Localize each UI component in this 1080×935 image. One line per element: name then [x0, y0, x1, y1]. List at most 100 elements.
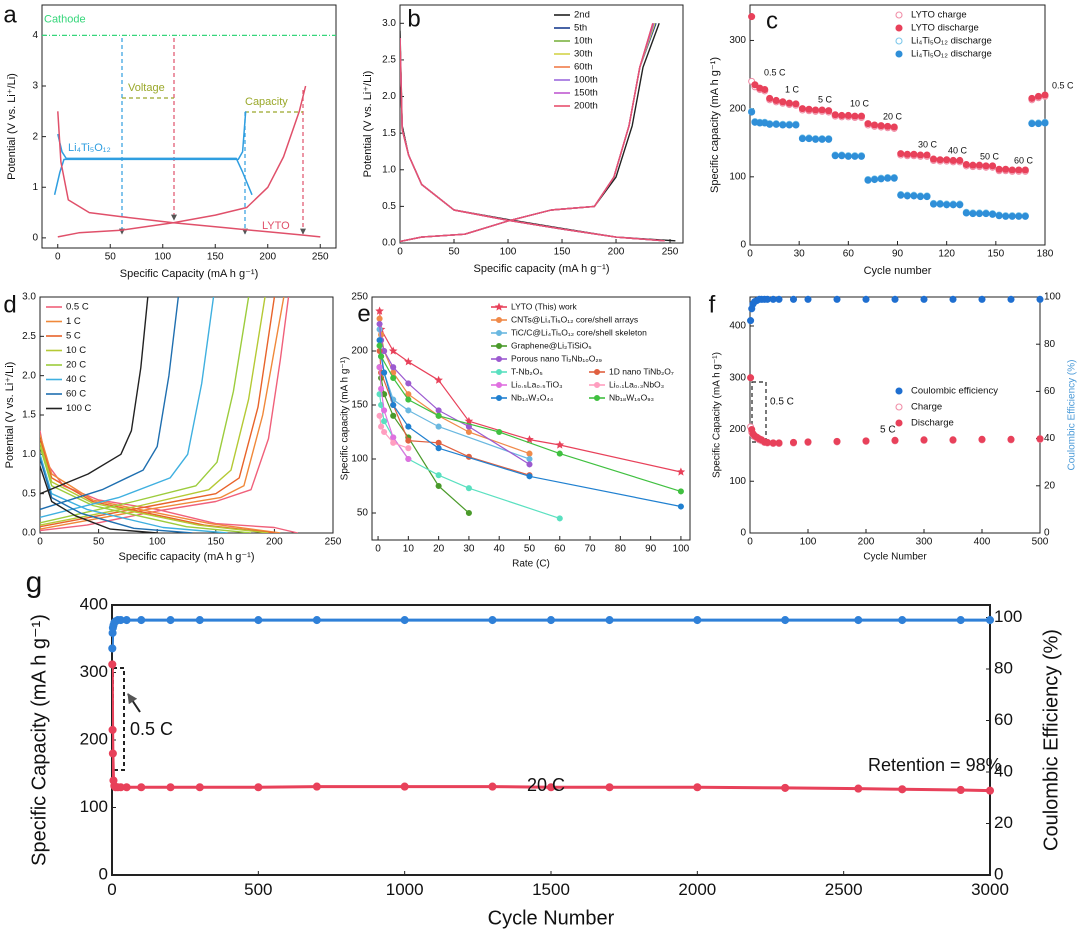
- data-point: [956, 616, 965, 625]
- y2-tick-label: 0: [1044, 528, 1050, 539]
- data-point: [805, 135, 813, 143]
- data-point: [995, 212, 1003, 220]
- legend-label: Charge: [911, 402, 942, 413]
- x-tick-label: 300: [916, 537, 933, 548]
- data-point: [763, 438, 771, 446]
- data-point: [1041, 91, 1049, 99]
- data-point: [376, 337, 383, 344]
- legend-marker: [495, 368, 503, 376]
- series-line: [400, 23, 676, 243]
- data-point: [435, 445, 442, 452]
- data-point: [748, 108, 756, 116]
- data-point: [556, 450, 563, 457]
- series-line: [40, 297, 285, 533]
- data-point: [838, 152, 846, 160]
- y-tick-label: 0.0: [22, 528, 36, 539]
- data-point: [405, 445, 412, 452]
- series-line: [400, 23, 665, 243]
- y-tick-label: 200: [729, 103, 746, 114]
- data-point: [381, 418, 388, 425]
- series-line: [379, 323, 530, 465]
- data-point: [195, 783, 204, 792]
- data-point: [936, 200, 944, 208]
- annotation: 0.5 C: [770, 397, 794, 408]
- x-tick-label: 50: [524, 544, 536, 555]
- series-line: [400, 23, 665, 243]
- data-point: [864, 176, 872, 184]
- data-point: [747, 374, 755, 382]
- data-point: [949, 295, 957, 303]
- legend-label: 150th: [574, 88, 598, 99]
- data-point: [1002, 165, 1010, 173]
- data-point: [897, 150, 905, 158]
- x-tick-label: 2000: [678, 880, 716, 899]
- data-point: [435, 423, 442, 430]
- data-point: [122, 616, 131, 625]
- legend-label: LYTO charge: [911, 10, 967, 21]
- x-axis-label: Specific capacity (mA h g⁻¹): [473, 263, 609, 275]
- legend-label: T-Nb₂O₅: [511, 366, 543, 376]
- y-tick-label: 400: [80, 594, 108, 613]
- data-point: [985, 786, 995, 795]
- data-point: [376, 342, 383, 349]
- y2-tick-label: 20: [1044, 480, 1056, 491]
- data-point: [930, 155, 938, 163]
- y2-tick-label: 20: [994, 813, 1013, 832]
- data-point: [605, 783, 614, 792]
- x-tick-label: 180: [1037, 249, 1054, 260]
- legend-label: 5 C: [66, 331, 81, 342]
- data-point: [312, 616, 321, 625]
- data-point: [605, 616, 614, 625]
- data-point: [862, 295, 870, 303]
- data-point: [930, 200, 938, 208]
- data-point: [405, 391, 412, 398]
- x-tick-label: 0: [397, 247, 403, 258]
- data-point: [962, 160, 970, 169]
- data-point: [677, 488, 684, 495]
- data-point: [1041, 119, 1049, 127]
- data-point: [1002, 212, 1010, 220]
- data-point: [833, 295, 841, 303]
- data-point: [864, 120, 872, 128]
- data-point: [871, 175, 879, 184]
- legend-label: LYTO (This) work: [511, 301, 578, 311]
- data-point: [982, 162, 990, 170]
- legend-marker: [495, 394, 503, 402]
- data-point: [956, 201, 964, 209]
- data-point: [254, 616, 263, 625]
- y-tick-label: 200: [80, 729, 108, 748]
- x-tick-label: 1500: [532, 880, 570, 899]
- y-tick-label: 50: [357, 508, 369, 519]
- data-point: [677, 503, 684, 510]
- data-point: [818, 135, 826, 143]
- data-point: [390, 364, 397, 371]
- data-point: [923, 193, 931, 201]
- series-line: [400, 23, 665, 243]
- legend-label: Coulombic efficiency: [911, 386, 998, 397]
- legend-label: Porous nano Ti₂Nb₁₀O₂₉: [511, 353, 602, 363]
- series-line: [379, 329, 530, 460]
- data-point: [897, 191, 905, 199]
- data-point: [378, 385, 385, 392]
- x-axis-label: Cycle Number: [863, 552, 927, 563]
- data-point: [916, 193, 924, 201]
- y-axis-label: Potential (V vs. Li⁺/Li): [4, 362, 16, 469]
- data-point: [376, 315, 383, 322]
- data-point: [891, 436, 899, 444]
- panel-label: g: [26, 566, 43, 599]
- y-tick-label: 1.0: [382, 164, 396, 175]
- x-axis-label: Cycle Number: [488, 907, 615, 929]
- data-point: [693, 783, 702, 792]
- data-point: [676, 467, 686, 476]
- data-point: [936, 156, 944, 164]
- data-point: [962, 209, 970, 217]
- x-tick-label: 100: [500, 247, 517, 258]
- x-tick-label: 3000: [971, 880, 1009, 899]
- data-point: [975, 210, 983, 218]
- data-point: [378, 423, 385, 430]
- x-tick-label: 150: [207, 252, 224, 263]
- x-tick-label: 150: [554, 247, 571, 258]
- data-point: [108, 644, 117, 653]
- y-tick-label: 100: [351, 454, 368, 465]
- data-point: [526, 450, 533, 457]
